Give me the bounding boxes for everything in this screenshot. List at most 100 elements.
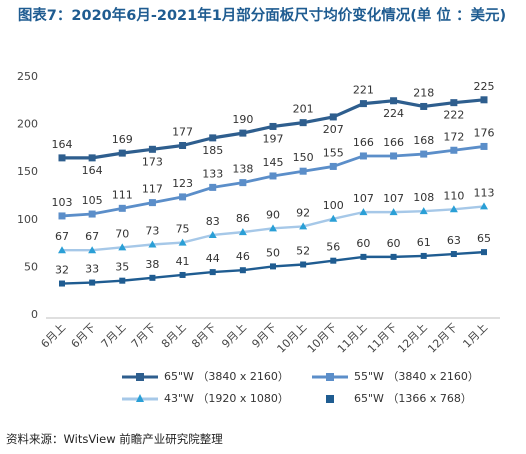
x-tick-label: 8月下 <box>189 321 219 351</box>
x-tick-label: 12月下 <box>425 321 460 356</box>
data-point-marker <box>239 129 247 137</box>
legend-label: 55"W （3840 x 2160） <box>354 370 479 383</box>
data-point-marker <box>118 204 126 212</box>
data-point-marker <box>209 134 217 142</box>
data-label: 75 <box>176 223 190 236</box>
data-label: 145 <box>263 156 284 169</box>
data-label: 107 <box>353 192 374 205</box>
legend-label: 43"W （1920 x 1080） <box>164 392 289 405</box>
data-point-marker <box>58 154 66 162</box>
data-point-marker <box>58 246 66 254</box>
data-point-marker <box>58 212 66 220</box>
data-label: 44 <box>206 252 220 265</box>
data-point-marker <box>88 246 97 254</box>
data-label: 168 <box>413 134 434 147</box>
data-label: 201 <box>293 103 314 116</box>
x-tick-label: 7月上 <box>99 321 129 351</box>
data-label: 224 <box>383 107 404 120</box>
data-label: 185 <box>202 144 223 157</box>
y-tick-label: 150 <box>17 165 38 178</box>
x-tick-label: 7月下 <box>129 321 159 351</box>
x-tick-label: 11月下 <box>365 321 400 356</box>
data-point-marker <box>480 202 488 210</box>
data-label: 164 <box>82 164 103 177</box>
y-tick-label: 0 <box>31 308 38 321</box>
data-label: 150 <box>293 151 314 164</box>
y-tick-label: 250 <box>17 70 38 83</box>
legend-swatch <box>122 394 158 402</box>
data-point-marker <box>359 208 368 216</box>
x-tick-label: 6月下 <box>69 321 99 351</box>
data-point-marker <box>329 162 337 170</box>
data-label: 176 <box>474 126 495 139</box>
x-tick-label: 1月上 <box>460 321 490 351</box>
data-label: 172 <box>443 130 464 143</box>
data-label: 92 <box>296 206 310 219</box>
data-label: 103 <box>52 196 73 209</box>
data-point-marker <box>481 249 487 256</box>
data-point-marker <box>148 240 157 248</box>
data-label: 67 <box>55 230 69 243</box>
data-point-marker <box>208 230 217 238</box>
data-point-marker <box>330 257 337 264</box>
data-label: 100 <box>323 199 344 212</box>
data-label: 173 <box>142 155 163 168</box>
data-label: 60 <box>356 237 370 250</box>
data-point-marker <box>389 208 398 216</box>
data-label: 56 <box>326 241 340 254</box>
data-point-marker <box>299 222 308 230</box>
data-point-marker <box>390 253 397 260</box>
data-label: 169 <box>112 133 133 146</box>
data-point-marker <box>419 207 428 215</box>
data-point-marker <box>270 263 276 270</box>
x-tick-label: 8月上 <box>159 321 189 351</box>
data-point-marker <box>238 228 247 236</box>
legend-swatch <box>312 373 348 381</box>
data-label: 164 <box>52 138 73 151</box>
data-label: 225 <box>474 80 495 93</box>
data-label: 113 <box>474 186 495 199</box>
data-label: 221 <box>353 84 374 97</box>
data-point-marker <box>269 172 277 180</box>
data-point-marker <box>450 99 458 107</box>
x-tick-label: 10月上 <box>275 321 310 356</box>
data-label: 133 <box>202 167 223 180</box>
x-tick-label: 6月上 <box>38 321 68 351</box>
data-point-marker <box>480 96 488 104</box>
data-point-marker <box>178 238 187 246</box>
data-label: 67 <box>85 230 99 243</box>
data-point-marker <box>420 102 428 110</box>
data-point-marker <box>118 149 126 157</box>
data-label: 90 <box>266 208 280 221</box>
data-label: 65 <box>477 232 491 245</box>
data-point-marker <box>239 179 247 187</box>
data-point-marker <box>329 214 338 222</box>
data-label: 50 <box>266 246 280 259</box>
y-tick-label: 100 <box>17 213 38 226</box>
data-point-marker <box>359 100 367 108</box>
data-label: 41 <box>176 255 190 268</box>
data-point-marker <box>209 269 216 276</box>
data-label: 86 <box>236 212 250 225</box>
data-label: 166 <box>353 136 374 149</box>
source-note: 资料来源：WitsView 前瞻产业研究院整理 <box>6 432 223 446</box>
data-point-marker <box>148 145 156 153</box>
data-point-marker <box>480 142 488 150</box>
data-label: 33 <box>85 263 99 276</box>
data-point-marker <box>449 205 458 213</box>
data-point-marker <box>390 152 398 160</box>
x-tick-label: 12月上 <box>395 321 430 356</box>
legend-label: 65"W （3840 x 2160） <box>164 370 289 383</box>
data-label: 52 <box>296 244 310 257</box>
legend-swatch <box>326 395 334 403</box>
legend-label: 65"W （1366 x 768） <box>354 392 472 405</box>
x-tick-label: 10月下 <box>305 321 340 356</box>
data-point-marker <box>299 167 307 175</box>
data-label: 73 <box>145 225 159 238</box>
data-point-marker <box>300 261 307 268</box>
data-point-marker <box>239 267 246 274</box>
x-axis-ticks: 6月上 6月下 7月上 7月下 8月上 8月下 9月上 9月下10月上10月下11月上11月下… <box>38 321 490 356</box>
data-label: 46 <box>236 250 250 263</box>
data-point-marker <box>420 150 428 158</box>
